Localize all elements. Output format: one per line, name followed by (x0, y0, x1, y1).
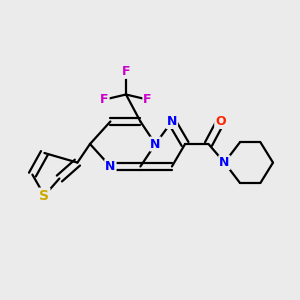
Text: N: N (219, 156, 230, 169)
Text: F: F (143, 93, 152, 106)
Text: O: O (215, 115, 226, 128)
Text: S: S (39, 189, 50, 202)
Text: F: F (100, 93, 109, 106)
Text: F: F (122, 65, 130, 78)
Text: N: N (150, 137, 161, 151)
Text: N: N (105, 160, 116, 173)
Text: N: N (167, 115, 177, 128)
